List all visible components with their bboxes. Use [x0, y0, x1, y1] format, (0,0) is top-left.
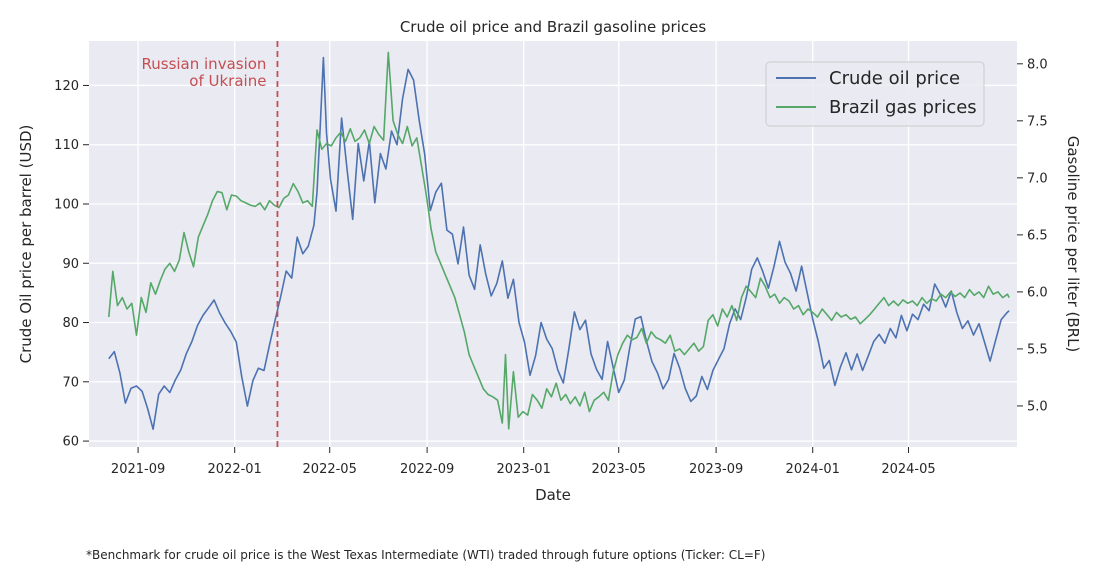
crude-oil-price-line	[108, 56, 1010, 430]
right-y-tick-label: 8.0	[1027, 57, 1048, 72]
x-axis-ticks: 2021-09 2022-01 2022-05 2022-09 2023-01 2023-…	[111, 447, 936, 477]
right-y-tick-label: 5.0	[1027, 399, 1048, 414]
chart-title: Crude oil price and Brazil gasoline pric…	[400, 18, 707, 36]
right-y-tick-label: 7.5	[1027, 114, 1048, 129]
right-y-tick-label: 7.0	[1027, 171, 1048, 186]
left-y-tick-label: 120	[54, 79, 79, 94]
series-layer	[108, 51, 1010, 430]
left-y-axis-ticks: 60 70 80 90 100 110 120	[54, 79, 89, 450]
x-tick-label: 2022-05	[303, 462, 357, 477]
right-y-tick-label: 6.0	[1027, 285, 1048, 300]
right-y-axis-ticks: 5.0 5.5 6.0 6.5 7.0 7.5 8.0	[1017, 57, 1048, 414]
right-y-axis-label: Gasoline price per liter (BRL)	[1064, 136, 1082, 353]
grid-lines	[89, 41, 1017, 447]
annotation-line-1: Russian invasion	[142, 55, 267, 73]
annotation-layer: Russian invasion of Ukraine	[142, 41, 279, 447]
left-y-tick-label: 100	[54, 197, 79, 212]
x-tick-label: 2024-05	[881, 462, 935, 477]
legend-box	[765, 61, 985, 127]
annotation-line-2: of Ukraine	[189, 72, 266, 90]
legend-label-gas: Brazil gas prices	[829, 97, 977, 118]
x-tick-label: 2023-09	[689, 462, 743, 477]
left-y-tick-label: 70	[62, 375, 79, 390]
left-y-tick-label: 80	[62, 316, 79, 331]
right-y-tick-label: 6.5	[1027, 228, 1048, 243]
left-y-tick-label: 60	[62, 435, 79, 450]
left-y-axis-label: Crude Oil price per barrel (USD)	[17, 125, 35, 364]
brazil-gas-price-line	[108, 51, 1010, 430]
legend-label-crude: Crude oil price	[829, 68, 960, 89]
left-y-tick-label: 90	[62, 257, 79, 272]
x-tick-label: 2021-09	[111, 462, 165, 477]
x-tick-label: 2022-09	[400, 462, 454, 477]
right-y-tick-label: 5.5	[1027, 342, 1048, 357]
legend: Crude oil price Brazil gas prices	[765, 61, 985, 127]
x-tick-label: 2023-05	[592, 462, 646, 477]
left-y-tick-label: 110	[54, 138, 79, 153]
x-axis-label: Date	[535, 486, 571, 504]
x-tick-label: 2023-01	[497, 462, 551, 477]
x-tick-label: 2024-01	[786, 462, 840, 477]
footnote: *Benchmark for crude oil price is the We…	[86, 548, 765, 562]
x-tick-label: 2022-01	[208, 462, 262, 477]
